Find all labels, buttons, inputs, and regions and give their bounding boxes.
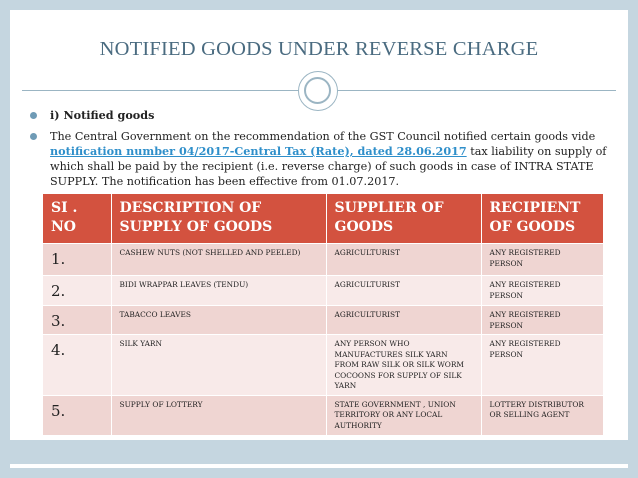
- row-recipient: LOTTERY DISTRIBUTOR OR SELLING AGENT: [481, 394, 604, 435]
- row-supplier: AGRICULTURIST: [326, 243, 482, 276]
- row-supplier: AGRICULTURIST: [326, 275, 482, 306]
- row-description: BIDI WRAPPAR LEAVES (TENDU): [111, 275, 327, 306]
- table-row: 5. SUPPLY OF LOTTERY STATE GOVERNMENT , …: [43, 394, 604, 435]
- header-supplier: SUPPLIER OF GOODS: [326, 194, 482, 244]
- table-header-row: SI . NO DESCRIPTION OF SUPPLY OF GOODS S…: [43, 194, 604, 244]
- slide-title: NOTIFIED GOODS UNDER REVERSE CHARGE: [99, 38, 539, 60]
- row-number: 1.: [43, 243, 112, 276]
- row-number: 3.: [43, 305, 112, 335]
- row-number: 4.: [43, 334, 112, 395]
- bullet-dot-icon: [30, 112, 37, 119]
- table-row: 2. BIDI WRAPPAR LEAVES (TENDU) AGRICULTU…: [43, 275, 604, 306]
- row-supplier: AGRICULTURIST: [326, 305, 482, 335]
- bullet-dot-icon: [30, 133, 37, 140]
- bullet-text-before: The Central Government on the recommenda…: [50, 130, 596, 143]
- row-recipient: ANY REGISTERED PERSON: [481, 243, 604, 276]
- notification-link[interactable]: notification number 04/2017-Central Tax …: [50, 144, 467, 158]
- header-description: DESCRIPTION OF SUPPLY OF GOODS: [111, 194, 327, 244]
- table-row: 1. CASHEW NUTS (NOT SHELLED AND PEELED) …: [43, 243, 604, 276]
- table-row: 3. TABACCO LEAVES AGRICULTURIST ANY REGI…: [43, 305, 604, 335]
- notified-goods-table: SI . NO DESCRIPTION OF SUPPLY OF GOODS S…: [43, 194, 604, 435]
- bullet-heading: i) Notified goods: [50, 108, 155, 122]
- row-number: 5.: [43, 394, 112, 435]
- row-number: 2.: [43, 275, 112, 306]
- header-si-no: SI . NO: [43, 194, 112, 244]
- row-description: SILK YARN: [111, 334, 327, 395]
- row-description: TABACCO LEAVES: [111, 305, 327, 335]
- row-description: CASHEW NUTS (NOT SHELLED AND PEELED): [111, 243, 327, 276]
- row-supplier: STATE GOVERNMENT , UNION TERRITORY OR AN…: [326, 394, 482, 435]
- row-description: SUPPLY OF LOTTERY: [111, 394, 327, 435]
- bottom-band: [10, 440, 628, 464]
- bullet-item-heading: i) Notified goods: [30, 108, 610, 123]
- row-recipient: ANY REGISTERED PERSON: [481, 305, 604, 335]
- row-recipient: ANY REGISTERED PERSON: [481, 334, 604, 395]
- bullet-list: i) Notified goods The Central Government…: [30, 108, 610, 195]
- row-recipient: ANY REGISTERED PERSON: [481, 275, 604, 306]
- table-row: 4. SILK YARN ANY PERSON WHO MANUFACTURES…: [43, 334, 604, 395]
- header-recipient: RECIPIENT OF GOODS: [481, 194, 604, 244]
- circle-ornament-icon: [298, 71, 338, 111]
- row-supplier: ANY PERSON WHO MANUFACTURES SILK YARN FR…: [326, 334, 482, 395]
- bullet-item-description: The Central Government on the recommenda…: [30, 129, 610, 189]
- bullet-text-after: tax liability on supply of which shall b…: [50, 145, 607, 188]
